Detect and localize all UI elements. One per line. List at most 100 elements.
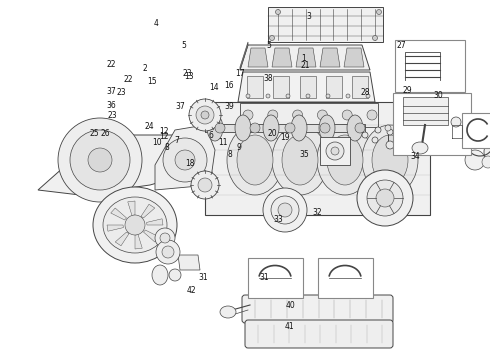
Circle shape <box>266 94 270 98</box>
Ellipse shape <box>327 135 363 185</box>
Circle shape <box>198 178 212 192</box>
Circle shape <box>250 123 260 133</box>
Bar <box>240 103 378 127</box>
Text: 25: 25 <box>89 129 99 138</box>
Ellipse shape <box>272 125 328 195</box>
Text: 32: 32 <box>313 208 322 217</box>
Ellipse shape <box>88 148 112 172</box>
Text: 1: 1 <box>301 54 306 63</box>
Circle shape <box>357 170 413 226</box>
Text: 35: 35 <box>299 150 309 159</box>
Text: 36: 36 <box>107 100 117 110</box>
Polygon shape <box>115 232 129 246</box>
Text: 8: 8 <box>228 150 233 159</box>
Ellipse shape <box>220 306 236 318</box>
FancyBboxPatch shape <box>242 295 393 323</box>
Bar <box>395 40 465 92</box>
Text: 26: 26 <box>100 129 110 138</box>
Bar <box>248 258 303 298</box>
Text: 4: 4 <box>153 19 158 28</box>
Circle shape <box>271 196 299 224</box>
Circle shape <box>387 129 393 135</box>
Bar <box>205 124 365 132</box>
Text: 39: 39 <box>224 102 234 111</box>
Polygon shape <box>147 219 163 225</box>
Text: 27: 27 <box>397 41 407 50</box>
Circle shape <box>446 136 458 148</box>
Bar <box>318 258 373 298</box>
Ellipse shape <box>347 115 363 141</box>
Polygon shape <box>432 135 445 152</box>
Polygon shape <box>272 48 292 67</box>
Circle shape <box>215 123 225 133</box>
Text: 22: 22 <box>123 76 133 85</box>
Text: 30: 30 <box>434 91 443 100</box>
Polygon shape <box>38 135 200 195</box>
Circle shape <box>375 127 381 133</box>
Ellipse shape <box>331 147 339 155</box>
Text: 5: 5 <box>266 41 271 50</box>
Circle shape <box>409 125 415 131</box>
Polygon shape <box>296 48 316 67</box>
Ellipse shape <box>227 125 283 195</box>
Text: 37: 37 <box>175 102 185 111</box>
Bar <box>462 113 490 148</box>
Text: 11: 11 <box>219 138 228 147</box>
Circle shape <box>372 36 377 41</box>
Ellipse shape <box>70 130 130 190</box>
Circle shape <box>201 111 209 119</box>
Polygon shape <box>344 48 364 67</box>
Circle shape <box>189 99 221 131</box>
Bar <box>393 93 471 155</box>
Circle shape <box>162 246 174 258</box>
Polygon shape <box>320 48 340 67</box>
Text: 5: 5 <box>181 41 186 50</box>
Text: 34: 34 <box>411 152 420 161</box>
Bar <box>268 7 383 42</box>
Polygon shape <box>248 48 268 67</box>
Polygon shape <box>178 255 200 270</box>
Ellipse shape <box>235 115 251 141</box>
Circle shape <box>346 94 350 98</box>
Circle shape <box>432 137 444 149</box>
Text: 28: 28 <box>361 89 370 98</box>
Circle shape <box>326 94 330 98</box>
Ellipse shape <box>326 142 344 160</box>
Text: 40: 40 <box>285 301 295 310</box>
Ellipse shape <box>237 135 273 185</box>
Polygon shape <box>144 230 159 242</box>
Ellipse shape <box>207 115 223 141</box>
Text: 23: 23 <box>108 112 118 120</box>
Bar <box>403 97 448 125</box>
Text: 31: 31 <box>198 274 208 282</box>
Text: 12: 12 <box>159 132 169 141</box>
Bar <box>326 76 342 98</box>
Polygon shape <box>240 42 248 70</box>
Circle shape <box>372 137 378 143</box>
Bar <box>273 76 289 98</box>
Text: 23: 23 <box>117 89 126 98</box>
Ellipse shape <box>93 187 177 263</box>
Text: 24: 24 <box>145 122 154 131</box>
Circle shape <box>451 117 461 127</box>
Ellipse shape <box>362 125 418 195</box>
Text: 6: 6 <box>208 131 213 140</box>
Circle shape <box>367 180 403 216</box>
Polygon shape <box>111 208 126 220</box>
Text: 38: 38 <box>264 74 273 83</box>
Text: 17: 17 <box>235 69 245 78</box>
Circle shape <box>366 94 370 98</box>
Polygon shape <box>141 204 155 218</box>
Circle shape <box>286 94 290 98</box>
Text: 19: 19 <box>280 134 290 143</box>
Polygon shape <box>445 133 458 150</box>
Text: 22: 22 <box>107 60 117 69</box>
Text: 14: 14 <box>209 84 219 93</box>
Polygon shape <box>205 102 430 215</box>
Polygon shape <box>238 72 375 102</box>
Circle shape <box>362 132 368 138</box>
Ellipse shape <box>175 150 195 170</box>
Circle shape <box>397 122 403 128</box>
Circle shape <box>367 110 377 120</box>
Text: 8: 8 <box>164 143 169 152</box>
